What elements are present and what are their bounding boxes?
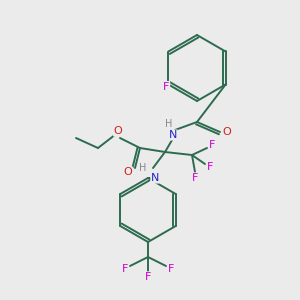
Text: H: H	[165, 119, 173, 129]
Text: O: O	[114, 126, 122, 136]
Text: F: F	[209, 140, 215, 150]
Text: H: H	[139, 163, 147, 173]
Text: N: N	[151, 173, 159, 183]
Text: N: N	[169, 130, 177, 140]
Text: F: F	[163, 82, 170, 92]
Text: F: F	[122, 264, 128, 274]
Text: F: F	[207, 162, 213, 172]
Text: F: F	[168, 264, 174, 274]
Text: O: O	[223, 127, 231, 137]
Text: O: O	[124, 167, 132, 177]
Text: F: F	[192, 173, 198, 183]
Text: F: F	[145, 272, 151, 282]
